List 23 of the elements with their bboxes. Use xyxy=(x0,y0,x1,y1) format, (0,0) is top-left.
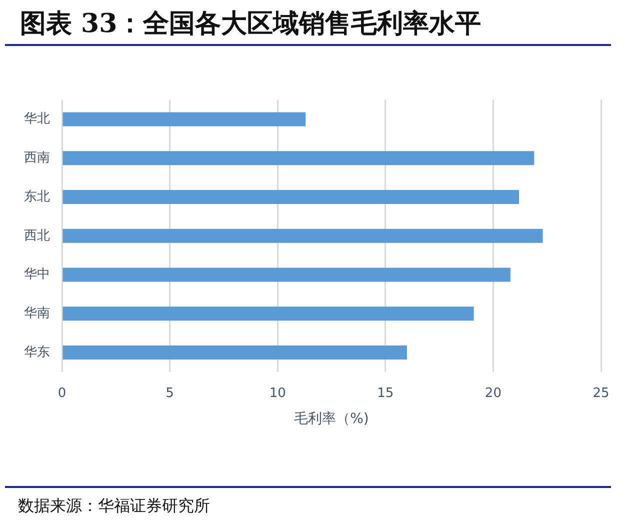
bar xyxy=(62,151,534,166)
bar xyxy=(62,268,510,282)
y-tick-label: 华南 xyxy=(24,306,50,322)
y-tick-label: 东北 xyxy=(24,189,50,204)
bar xyxy=(62,306,474,321)
x-axis-title: 毛利率（%) xyxy=(294,411,369,428)
bar xyxy=(62,112,306,126)
y-tick-label: 华北 xyxy=(24,112,50,127)
y-tick-label: 西北 xyxy=(24,228,50,244)
bar xyxy=(62,228,543,243)
source-note: 数据来源：华福证券研究所 xyxy=(18,496,210,517)
bar xyxy=(62,346,407,360)
bar xyxy=(62,190,520,204)
x-tick-label: 0 xyxy=(58,386,66,402)
y-tick-label: 华中 xyxy=(24,267,50,282)
y-tick-label: 华东 xyxy=(24,344,50,360)
x-tick-label: 25 xyxy=(592,386,610,402)
chart-title: 图表 33：全国各大区域销售毛利率水平 xyxy=(20,8,482,41)
x-tick-label: 15 xyxy=(377,386,394,402)
x-tick-label: 20 xyxy=(484,386,502,402)
y-tick-label: 西南 xyxy=(24,150,50,166)
x-tick-label: 5 xyxy=(166,386,174,402)
x-tick-label: 10 xyxy=(269,386,286,402)
